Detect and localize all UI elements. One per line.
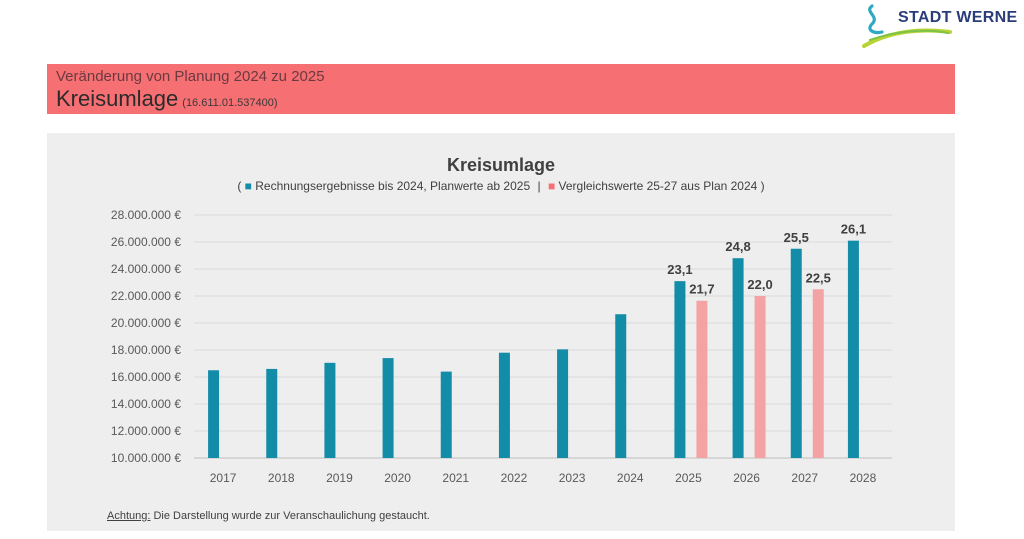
chart-note: Achtung: Die Darstellung wurde zur Veran… (107, 510, 430, 522)
y-tick-label: 10.000.000 € (111, 451, 181, 465)
data-label: 23,1 (667, 262, 692, 277)
legend-prefix: ( (237, 179, 241, 193)
y-tick-label: 26.000.000 € (111, 235, 181, 249)
title-banner: Veränderung von Planung 2024 zu 2025 Kre… (47, 64, 955, 114)
x-tick-label: 2023 (559, 471, 586, 485)
note-text: Die Darstellung wurde zur Veranschaulich… (153, 510, 430, 522)
x-tick-label: 2019 (326, 471, 353, 485)
stadt-werne-logo (858, 2, 1024, 52)
x-tick-label: 2025 (675, 471, 702, 485)
bar-series-1-2020 (382, 358, 394, 458)
bar-series-2-2026 (754, 296, 766, 458)
x-tick-label: 2021 (442, 471, 469, 485)
chart-data-labels: 23,1 21,7 24,8 22,0 25,5 22,5 26,1 (667, 222, 866, 297)
note-label: Achtung: (107, 510, 151, 522)
bar-series-1-2022 (498, 352, 510, 458)
bar-series-1-2025 (674, 281, 686, 458)
bar-series-2-2025 (696, 300, 708, 458)
bar-series-1-2023 (557, 349, 569, 458)
bar-series-1-2026 (732, 258, 744, 458)
y-tick-label: 12.000.000 € (111, 424, 181, 438)
chart-title: Kreisumlage (447, 155, 555, 175)
data-label: 22,5 (806, 270, 831, 285)
bar-series-1-2028 (847, 240, 859, 458)
banner-subtitle: Veränderung von Planung 2024 zu 2025 (56, 68, 325, 85)
x-tick-label: 2024 (617, 471, 644, 485)
data-label: 21,7 (689, 282, 714, 297)
bar-series-1-2018 (266, 368, 278, 458)
chart-svg: Kreisumlage ( ■ Rechnungsergebnisse bis … (111, 155, 892, 485)
banner-code: (16.611.01.537400) (182, 97, 278, 109)
data-label: 24,8 (725, 239, 750, 254)
y-tick-label: 20.000.000 € (111, 316, 181, 330)
chart-bars (208, 240, 859, 458)
x-tick-label: 2028 (850, 471, 877, 485)
data-label: 25,5 (784, 230, 809, 245)
legend-label-series-2: Vergleichswerte 25-27 aus Plan 2024 (559, 179, 758, 193)
x-tick-label: 2022 (501, 471, 528, 485)
data-label: 22,0 (747, 277, 772, 292)
y-tick-label: 24.000.000 € (111, 262, 181, 276)
legend-label-series-1: Rechnungsergebnisse bis 2024, Planwerte … (255, 179, 530, 193)
legend-suffix: ) (761, 179, 765, 193)
data-label: 26,1 (841, 222, 866, 237)
bar-series-1-2017 (208, 370, 220, 458)
chart-legend: ( ■ Rechnungsergebnisse bis 2024, Planwe… (237, 179, 764, 193)
banner-title: Kreisumlage (56, 86, 179, 111)
logo-text: STADT WERNE (898, 9, 1018, 26)
y-tick-label: 28.000.000 € (111, 208, 181, 222)
y-tick-label: 18.000.000 € (111, 343, 181, 357)
x-axis: 2017 2018 2019 2020 2021 2022 2023 2024 2025 2026… (210, 471, 877, 485)
bar-series-1-2019 (324, 362, 336, 458)
bar-series-1-2027 (790, 248, 802, 458)
y-axis: 10.000.000 € 12.000.000 € 14.000.000 € 16.0… (111, 208, 181, 465)
x-tick-label: 2018 (268, 471, 295, 485)
bar-series-2-2027 (812, 289, 824, 458)
legend-marker-series-2: ■ (548, 179, 559, 193)
bar-series-1-2021 (440, 371, 452, 458)
x-tick-label: 2026 (733, 471, 760, 485)
stadt-werne-logo-swoosh-icon (862, 4, 952, 48)
x-tick-label: 2017 (210, 471, 237, 485)
chart-gridlines (194, 214, 892, 459)
banner-title-line: Kreisumlage (16.611.01.537400) (56, 86, 278, 112)
x-tick-label: 2020 (384, 471, 411, 485)
legend-marker-series-1: ■ (245, 179, 256, 193)
bar-series-1-2024 (615, 314, 627, 458)
chart-panel: Kreisumlage ( ■ Rechnungsergebnisse bis … (47, 133, 955, 531)
x-tick-label: 2027 (791, 471, 818, 485)
y-tick-label: 14.000.000 € (111, 397, 181, 411)
y-tick-label: 16.000.000 € (111, 370, 181, 384)
y-tick-label: 22.000.000 € (111, 289, 181, 303)
legend-separator: | (537, 179, 540, 193)
